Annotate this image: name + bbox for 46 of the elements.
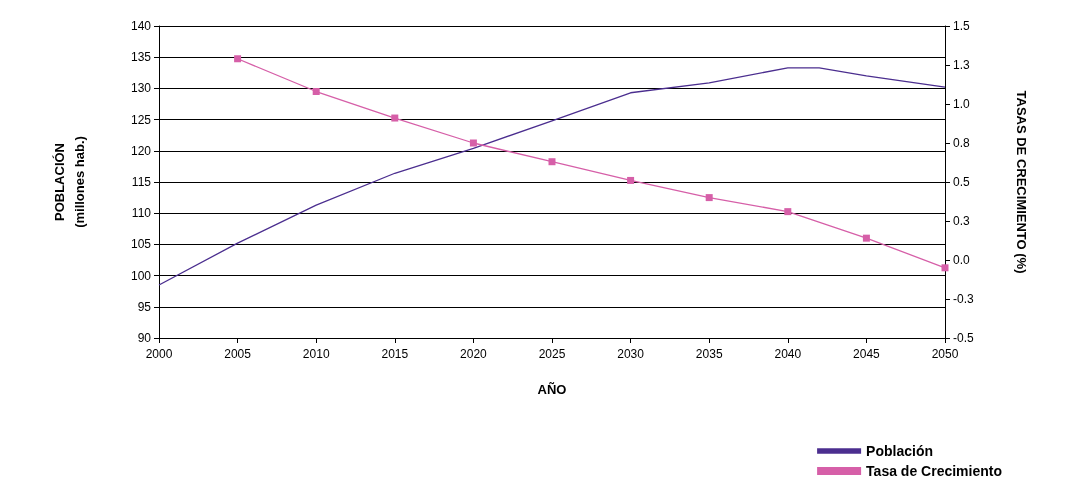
x-axis-title: AÑO: [537, 382, 567, 397]
x-tick-label: 2010: [302, 347, 330, 361]
y-tick-label: 130: [130, 81, 152, 96]
x-tick-label: 2035: [695, 347, 723, 361]
x-tick-label: 2000: [145, 347, 173, 361]
point: [234, 55, 242, 63]
y-tick-label: 105: [130, 237, 152, 252]
point: [469, 139, 477, 147]
x-tick-label: 2005: [224, 347, 252, 361]
x-tick-label: 2030: [617, 347, 645, 361]
y2-tick-label: -0.3: [953, 292, 974, 306]
point: [391, 114, 399, 122]
x-tick-label: 2020: [460, 347, 488, 361]
y2-tick-label: 0.5: [953, 175, 971, 189]
y-tick-label: 115: [131, 175, 152, 189]
legend-label: Población: [866, 443, 934, 459]
x-tick-label: 2025: [538, 347, 566, 361]
y-tick-label: 140: [130, 19, 152, 33]
legend-label: Tasa de Crecimiento: [866, 463, 1003, 479]
point: [941, 264, 949, 272]
y2-tick-label: -0.5: [953, 331, 974, 345]
x-tick-label: 2015: [381, 347, 409, 361]
y2-tick-label: 0.8: [953, 136, 971, 150]
y2-tick-label: 1.3: [953, 58, 971, 72]
point: [548, 158, 556, 166]
point: [862, 234, 870, 242]
point: [312, 88, 320, 96]
point: [784, 208, 792, 216]
y-tick-label: 135: [130, 50, 152, 65]
y-tick-label: 110: [131, 206, 152, 221]
y-tick-label: 95: [137, 299, 152, 314]
y2-tick-label: 1.0: [953, 97, 971, 111]
y-tick-label: 100: [130, 268, 152, 283]
y-tick-label: 120: [130, 143, 152, 158]
y2-tick-label: 1.5: [953, 19, 971, 33]
y2-axis-title: TASAS DE CRECIMIENTO (%): [1014, 90, 1029, 274]
y-tick-label: 90: [137, 331, 152, 345]
y2-tick-label: 0.3: [953, 214, 971, 228]
point: [627, 176, 635, 184]
x-tick-label: 2045: [853, 347, 881, 361]
x-tick-label: 2050: [931, 347, 959, 361]
y-axis-title: POBLACIÓN (millones hab.): [51, 136, 87, 228]
y2-tick-label: 0.0: [953, 253, 971, 267]
y-tick-label: 125: [130, 112, 152, 127]
x-tick-label: 2040: [774, 347, 802, 361]
point: [705, 194, 713, 202]
